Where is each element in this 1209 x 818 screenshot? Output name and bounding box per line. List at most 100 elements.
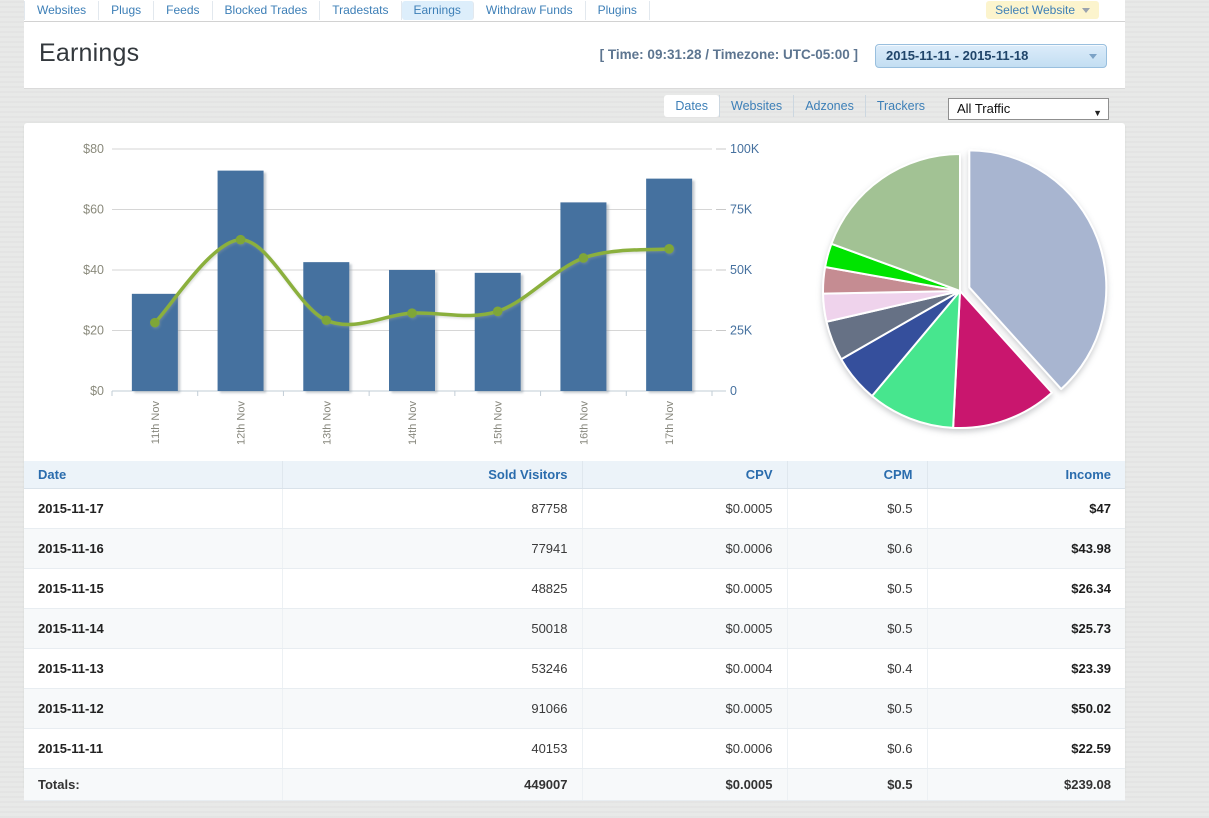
cell-income: $22.59 bbox=[927, 729, 1125, 769]
nav-item-websites[interactable]: Websites bbox=[24, 1, 99, 20]
cell-date: 2015-11-15 bbox=[24, 569, 282, 609]
nav-item-tradestats[interactable]: Tradestats bbox=[320, 1, 401, 20]
cell-cpv: $0.0005 bbox=[582, 609, 787, 649]
line-point-13th-nov[interactable] bbox=[321, 315, 331, 325]
totals-cell-date: Totals: bbox=[24, 769, 282, 801]
table-row: 2015-11-1353246$0.0004$0.4$23.39 bbox=[24, 649, 1125, 689]
svg-text:11th Nov: 11th Nov bbox=[150, 401, 162, 445]
tab-trackers[interactable]: Trackers bbox=[865, 95, 936, 117]
cell-cpm: $0.5 bbox=[787, 689, 927, 729]
svg-text:$0: $0 bbox=[90, 384, 104, 398]
cell-cpv: $0.0004 bbox=[582, 649, 787, 689]
nav-item-plugins[interactable]: Plugins bbox=[586, 1, 650, 20]
svg-text:16th Nov: 16th Nov bbox=[578, 401, 590, 446]
tab-websites[interactable]: Websites bbox=[719, 95, 793, 117]
cell-cpv: $0.0005 bbox=[582, 569, 787, 609]
cell-date: 2015-11-16 bbox=[24, 529, 282, 569]
cell-sold-visitors: 77941 bbox=[282, 529, 582, 569]
svg-text:50K: 50K bbox=[730, 263, 753, 277]
svg-text:14th Nov: 14th Nov bbox=[407, 401, 419, 446]
traffic-filter-value: All Traffic bbox=[957, 101, 1010, 116]
cell-sold-visitors: 53246 bbox=[282, 649, 582, 689]
cell-sold-visitors: 87758 bbox=[282, 489, 582, 529]
cell-cpm: $0.6 bbox=[787, 729, 927, 769]
table-row: 2015-11-1787758$0.0005$0.5$47 bbox=[24, 489, 1125, 529]
bar-14th-nov[interactable] bbox=[389, 270, 435, 391]
cell-income: $43.98 bbox=[927, 529, 1125, 569]
bar-11th-nov[interactable] bbox=[132, 294, 178, 391]
cell-date: 2015-11-13 bbox=[24, 649, 282, 689]
earnings-table-wrap: DateSold VisitorsCPVCPMIncome 2015-11-17… bbox=[24, 461, 1125, 801]
svg-text:$20: $20 bbox=[83, 324, 104, 338]
traffic-filter-select[interactable]: All Traffic ▼ bbox=[948, 98, 1109, 120]
svg-text:17th Nov: 17th Nov bbox=[664, 401, 676, 446]
cell-sold-visitors: 48825 bbox=[282, 569, 582, 609]
bar-17th-nov[interactable] bbox=[646, 179, 692, 391]
line-point-14th-nov[interactable] bbox=[407, 308, 417, 318]
nav-item-withdraw-funds[interactable]: Withdraw Funds bbox=[474, 1, 586, 20]
traffic-pie-chart[interactable] bbox=[810, 139, 1130, 449]
svg-text:$80: $80 bbox=[83, 142, 104, 156]
cell-sold-visitors: 91066 bbox=[282, 689, 582, 729]
cell-cpm: $0.5 bbox=[787, 569, 927, 609]
line-point-17th-nov[interactable] bbox=[664, 244, 674, 254]
cell-date: 2015-11-12 bbox=[24, 689, 282, 729]
column-header-cpv: CPV bbox=[582, 461, 787, 489]
earnings-combo-chart[interactable]: $00$2025K$4050K$6075K$80100K11th Nov12th… bbox=[24, 137, 784, 461]
combo-chart-svg: $00$2025K$4050K$6075K$80100K11th Nov12th… bbox=[24, 137, 784, 461]
nav-item-blocked-trades[interactable]: Blocked Trades bbox=[213, 1, 321, 20]
chevron-down-icon bbox=[1089, 54, 1097, 59]
tab-list: DatesWebsitesAdzonesTrackers bbox=[664, 95, 936, 117]
select-website-label: Select Website bbox=[995, 3, 1075, 17]
line-point-11th-nov[interactable] bbox=[150, 318, 160, 328]
cell-cpm: $0.5 bbox=[787, 609, 927, 649]
select-website-button[interactable]: Select Website bbox=[986, 1, 1099, 19]
cell-cpm: $0.5 bbox=[787, 489, 927, 529]
column-header-cpm: CPM bbox=[787, 461, 927, 489]
cell-sold-visitors: 40153 bbox=[282, 729, 582, 769]
line-point-12th-nov[interactable] bbox=[236, 235, 246, 245]
table-header-row: DateSold VisitorsCPVCPMIncome bbox=[24, 461, 1125, 489]
bar-16th-nov[interactable] bbox=[560, 202, 606, 391]
top-navbar: WebsitesPlugsFeedsBlocked TradesTradesta… bbox=[24, 0, 1125, 22]
bar-15th-nov[interactable] bbox=[475, 273, 521, 391]
page-header: Earnings [ Time: 09:31:28 / Timezone: UT… bbox=[24, 22, 1125, 89]
page-container: WebsitesPlugsFeedsBlocked TradesTradesta… bbox=[24, 0, 1125, 791]
tab-dates[interactable]: Dates bbox=[664, 95, 719, 117]
totals-cell-sold-visitors: 449007 bbox=[282, 769, 582, 801]
svg-text:25K: 25K bbox=[730, 324, 753, 338]
cell-date: 2015-11-14 bbox=[24, 609, 282, 649]
chevron-down-icon: ▼ bbox=[1093, 103, 1102, 123]
line-point-15th-nov[interactable] bbox=[493, 307, 503, 317]
svg-text:0: 0 bbox=[730, 384, 737, 398]
table-row: 2015-11-1677941$0.0006$0.6$43.98 bbox=[24, 529, 1125, 569]
totals-cell-cpm: $0.5 bbox=[787, 769, 927, 801]
cell-cpv: $0.0006 bbox=[582, 729, 787, 769]
table-row: 2015-11-1548825$0.0005$0.5$26.34 bbox=[24, 569, 1125, 609]
nav-item-feeds[interactable]: Feeds bbox=[154, 1, 212, 20]
nav-list: WebsitesPlugsFeedsBlocked TradesTradesta… bbox=[24, 1, 650, 20]
cell-cpv: $0.0005 bbox=[582, 489, 787, 529]
column-header-date: Date bbox=[24, 461, 282, 489]
bar-13th-nov[interactable] bbox=[303, 262, 349, 391]
cell-income: $23.39 bbox=[927, 649, 1125, 689]
earnings-table: DateSold VisitorsCPVCPMIncome 2015-11-17… bbox=[24, 461, 1125, 801]
svg-text:$40: $40 bbox=[83, 263, 104, 277]
time-timezone-text: [ Time: 09:31:28 / Timezone: UTC-05:00 ] bbox=[600, 47, 858, 62]
nav-item-plugs[interactable]: Plugs bbox=[99, 1, 154, 20]
tab-adzones[interactable]: Adzones bbox=[793, 95, 865, 117]
cell-date: 2015-11-17 bbox=[24, 489, 282, 529]
line-point-16th-nov[interactable] bbox=[579, 253, 589, 263]
svg-text:75K: 75K bbox=[730, 203, 753, 217]
bar-12th-nov[interactable] bbox=[218, 171, 264, 391]
column-header-sold-visitors: Sold Visitors bbox=[282, 461, 582, 489]
content-card: $00$2025K$4050K$6075K$80100K11th Nov12th… bbox=[24, 123, 1125, 791]
cell-sold-visitors: 50018 bbox=[282, 609, 582, 649]
nav-item-earnings[interactable]: Earnings bbox=[402, 1, 474, 20]
table-body: 2015-11-1787758$0.0005$0.5$472015-11-167… bbox=[24, 489, 1125, 801]
cell-cpm: $0.6 bbox=[787, 529, 927, 569]
date-range-value: 2015-11-11 - 2015-11-18 bbox=[886, 48, 1028, 63]
chevron-down-icon bbox=[1082, 8, 1090, 13]
date-range-dropdown[interactable]: 2015-11-11 - 2015-11-18 bbox=[875, 44, 1107, 68]
svg-text:12th Nov: 12th Nov bbox=[236, 401, 248, 446]
